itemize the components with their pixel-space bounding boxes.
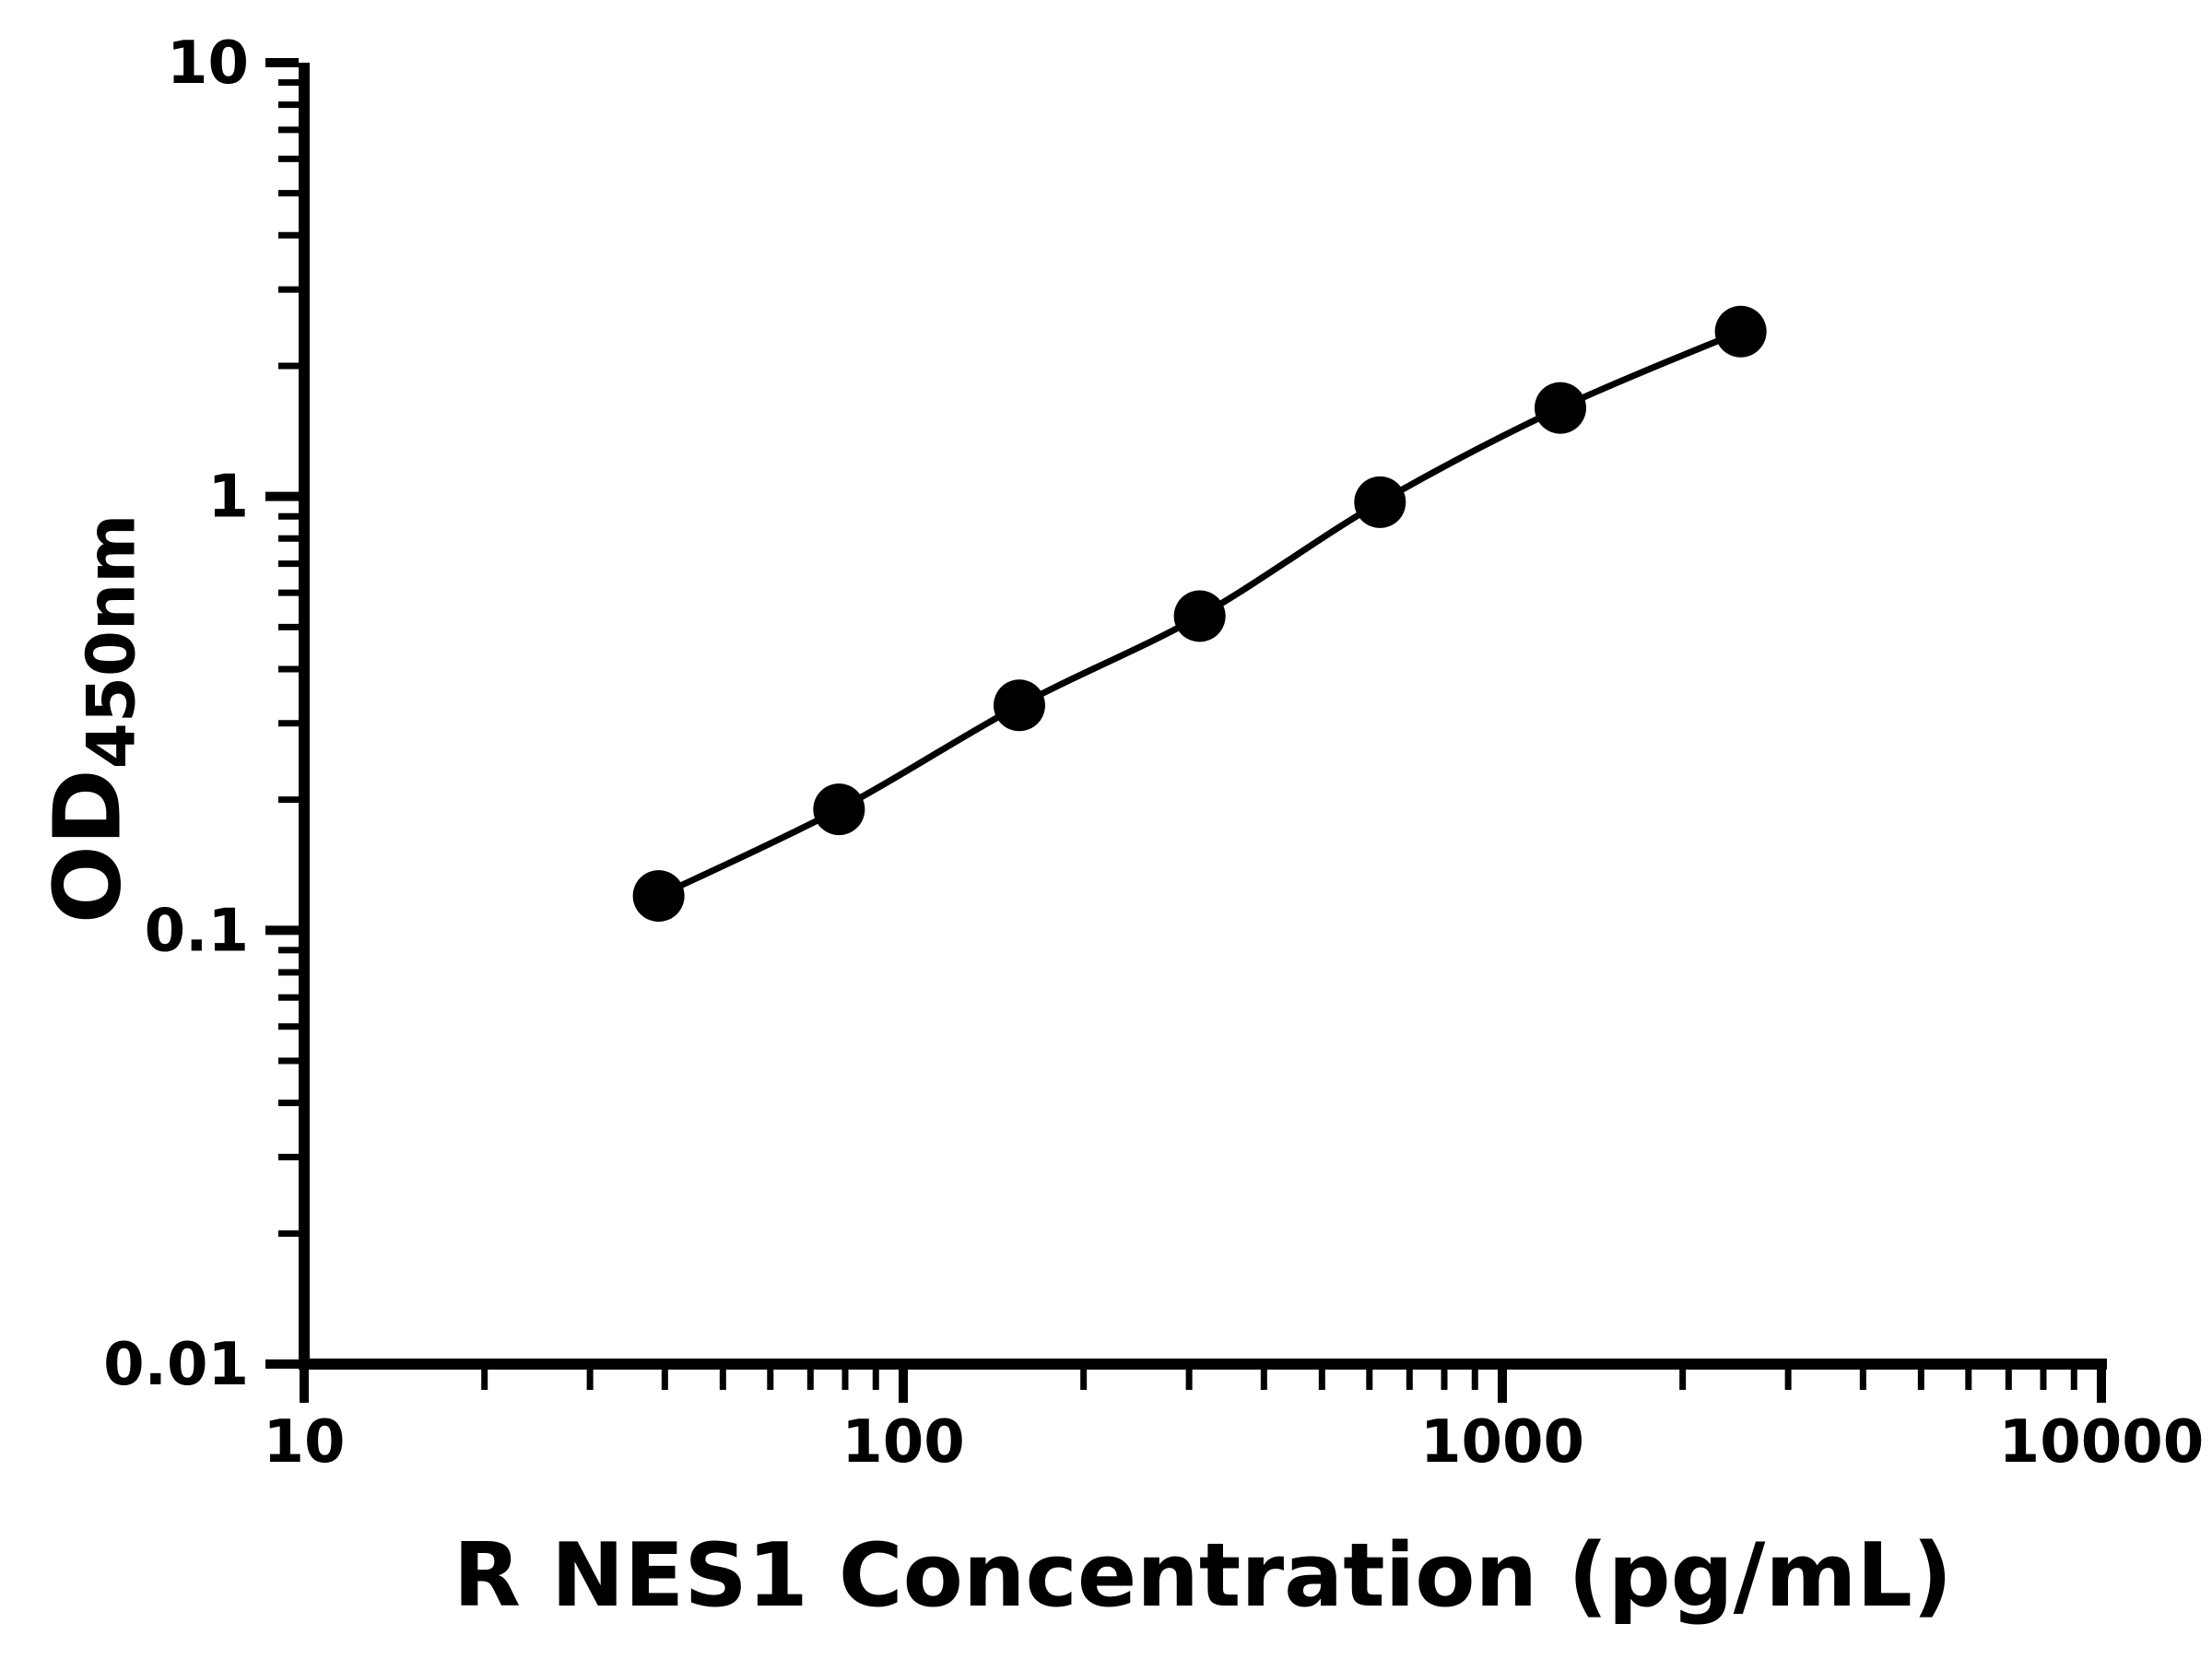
y-tick-label: 10	[167, 29, 249, 98]
data-point	[1714, 305, 1767, 358]
y-tick-label: 0.01	[103, 1331, 249, 1399]
data-point	[993, 679, 1045, 732]
y-axis-title-main: OD	[33, 769, 142, 924]
x-tick-label: 10000	[1999, 1408, 2205, 1477]
y-axis-title-sub: 450nm	[72, 513, 150, 770]
x-tick-label: 100	[841, 1408, 965, 1477]
axis-spines	[299, 63, 2107, 1370]
y-tick-label: 1	[207, 464, 249, 532]
data-point	[1534, 382, 1586, 434]
data-point	[632, 870, 685, 923]
x-tick-label: 1000	[1420, 1408, 1584, 1477]
data-point	[1173, 590, 1226, 642]
y-tick-label: 0.1	[145, 897, 249, 965]
x-tick-label: 10	[263, 1408, 345, 1477]
data-point	[813, 783, 865, 836]
data-point	[1354, 476, 1406, 528]
x-axis-title: R NES1 Concentration (pg/mL)	[453, 1525, 1953, 1627]
y-axis-title: OD450nm	[33, 514, 150, 924]
